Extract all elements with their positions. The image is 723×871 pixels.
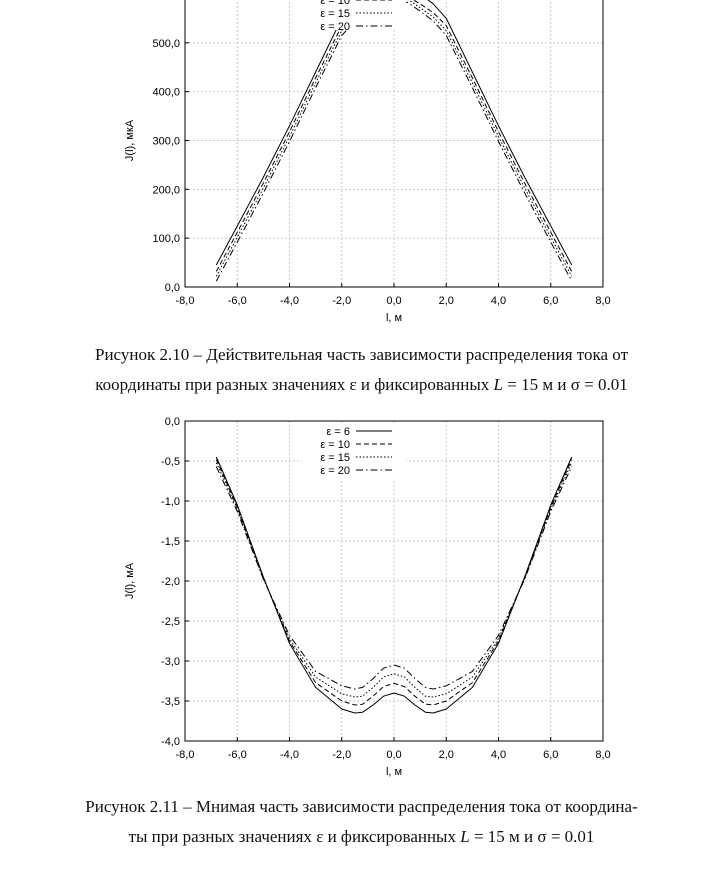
y-axis-label: J(l), мА: [124, 562, 136, 599]
y-tick-label: -1,0: [161, 496, 180, 508]
plot-frame: [184, 0, 604, 288]
y-tick-label: -0,5: [161, 456, 180, 468]
series-line-dashdot: [215, 466, 573, 690]
x-axis-label: l, м: [386, 312, 402, 324]
x-tick-label: 4,0: [491, 295, 506, 307]
series-line-dashdot: [215, 0, 573, 282]
legend-box: [302, 0, 406, 30]
x-tick-label: -2,0: [332, 295, 351, 307]
x-tick-label: 0,0: [386, 749, 401, 761]
y-tick-label: 400,0: [152, 87, 180, 99]
x-tick-label: 8,0: [595, 749, 610, 761]
x-tick-label: 4,0: [491, 749, 506, 761]
series-line-dashed: [215, 459, 573, 706]
caption-text: и фиксированных: [360, 375, 490, 394]
y-tick-label: 100,0: [152, 233, 180, 245]
y-tick-label: 300,0: [152, 136, 180, 148]
caption-line-2: ты при разных значениях ε и фиксированны…: [0, 822, 723, 852]
x-tick-label: -2,0: [332, 749, 351, 761]
x-tick-label: 2,0: [439, 749, 454, 761]
caption-line-1: Рисунок 2.11 – Мнимая часть зависимости …: [85, 797, 638, 816]
chart-real-part-svg: -8,0 -6,0 -4,0 -2,0 0,0 2,0 4,0 6,0 8,0 0,0 100,0 2…: [124, 0, 611, 324]
x-tick-label: 2,0: [439, 295, 454, 307]
y-tick-label: -1,5: [161, 536, 180, 548]
series-line-solid: [215, 456, 573, 714]
plot-frame: [184, 420, 604, 742]
sigma-symbol: σ: [570, 375, 580, 394]
series-line-dotted: [215, 0, 573, 277]
x-tick-label: 6,0: [543, 749, 558, 761]
x-tick-label: 8,0: [595, 295, 610, 307]
x-axis-label: l, м: [386, 766, 402, 778]
x-tick-label: -8,0: [176, 749, 195, 761]
x-tick-label: 0,0: [386, 295, 401, 307]
epsilon-symbol: ε: [316, 827, 324, 846]
series-line-dotted: [215, 462, 573, 698]
x-tick-label: -4,0: [280, 295, 299, 307]
caption-text: координаты при разных значениях: [95, 375, 346, 394]
caption-text: = 15 м и: [507, 375, 567, 394]
caption-text: ты при разных значениях: [128, 827, 312, 846]
caption-text: = 15 м и: [473, 827, 534, 846]
x-tick-label: -4,0: [280, 749, 299, 761]
y-tick-label: -3,5: [161, 696, 180, 708]
legend-label: ε = 20: [320, 465, 350, 477]
x-tick-label: 6,0: [543, 295, 558, 307]
y-tick-label: 600,0: [152, 0, 180, 1]
y-tick-label: 0,0: [165, 282, 180, 294]
caption-line-2: координаты при разных значениях ε и фикс…: [0, 370, 723, 400]
figure-caption-2-11: Рисунок 2.11 – Мнимая часть зависимости …: [0, 792, 723, 852]
x-tick-label: -6,0: [228, 749, 247, 761]
legend-box: [302, 424, 406, 480]
length-symbol: L: [460, 827, 470, 846]
length-symbol: L: [493, 375, 504, 394]
y-tick-label: -2,0: [161, 576, 180, 588]
caption-text: и фиксированных: [327, 827, 456, 846]
x-tick-label: -8,0: [176, 295, 195, 307]
y-tick-label: -2,5: [161, 616, 180, 628]
y-tick-label: -4,0: [161, 736, 180, 748]
y-tick-label: 500,0: [152, 38, 180, 50]
chart-imag-part: -8,0 -6,0 -4,0 -2,0 0,0 2,0 4,0 6,0 8,0 0,0 -0,5 -1…: [0, 410, 723, 785]
legend-label: ε = 15: [320, 452, 350, 464]
y-tick-label: 0,0: [165, 416, 180, 428]
legend-label: ε = 15: [320, 8, 350, 20]
x-tick-label: -6,0: [228, 295, 247, 307]
chart-imag-part-svg: -8,0 -6,0 -4,0 -2,0 0,0 2,0 4,0 6,0 8,0 0,0 -0,5 -1…: [124, 416, 611, 778]
sigma-symbol: σ: [537, 827, 547, 846]
y-axis-label: J(l), мкА: [124, 119, 136, 161]
caption-text: = 0.01: [550, 827, 595, 846]
caption-text: = 0.01: [584, 375, 628, 394]
legend-label: ε = 6: [326, 426, 350, 438]
figure-caption-2-10: Рисунок 2.10 – Действительная часть зави…: [0, 340, 723, 400]
caption-line-1: Рисунок 2.10 – Действительная часть зави…: [94, 345, 628, 364]
legend-label: ε = 20: [320, 21, 350, 33]
legend-label: ε = 10: [320, 439, 350, 451]
y-tick-label: 200,0: [152, 184, 180, 196]
epsilon-symbol: ε: [349, 375, 357, 394]
chart-real-part: -8,0 -6,0 -4,0 -2,0 0,0 2,0 4,0 6,0 8,0 0,0 100,0 2…: [0, 0, 723, 335]
series-line-solid: [215, 0, 573, 266]
y-tick-label: -3,0: [161, 656, 180, 668]
legend-label: ε = 10: [320, 0, 350, 7]
